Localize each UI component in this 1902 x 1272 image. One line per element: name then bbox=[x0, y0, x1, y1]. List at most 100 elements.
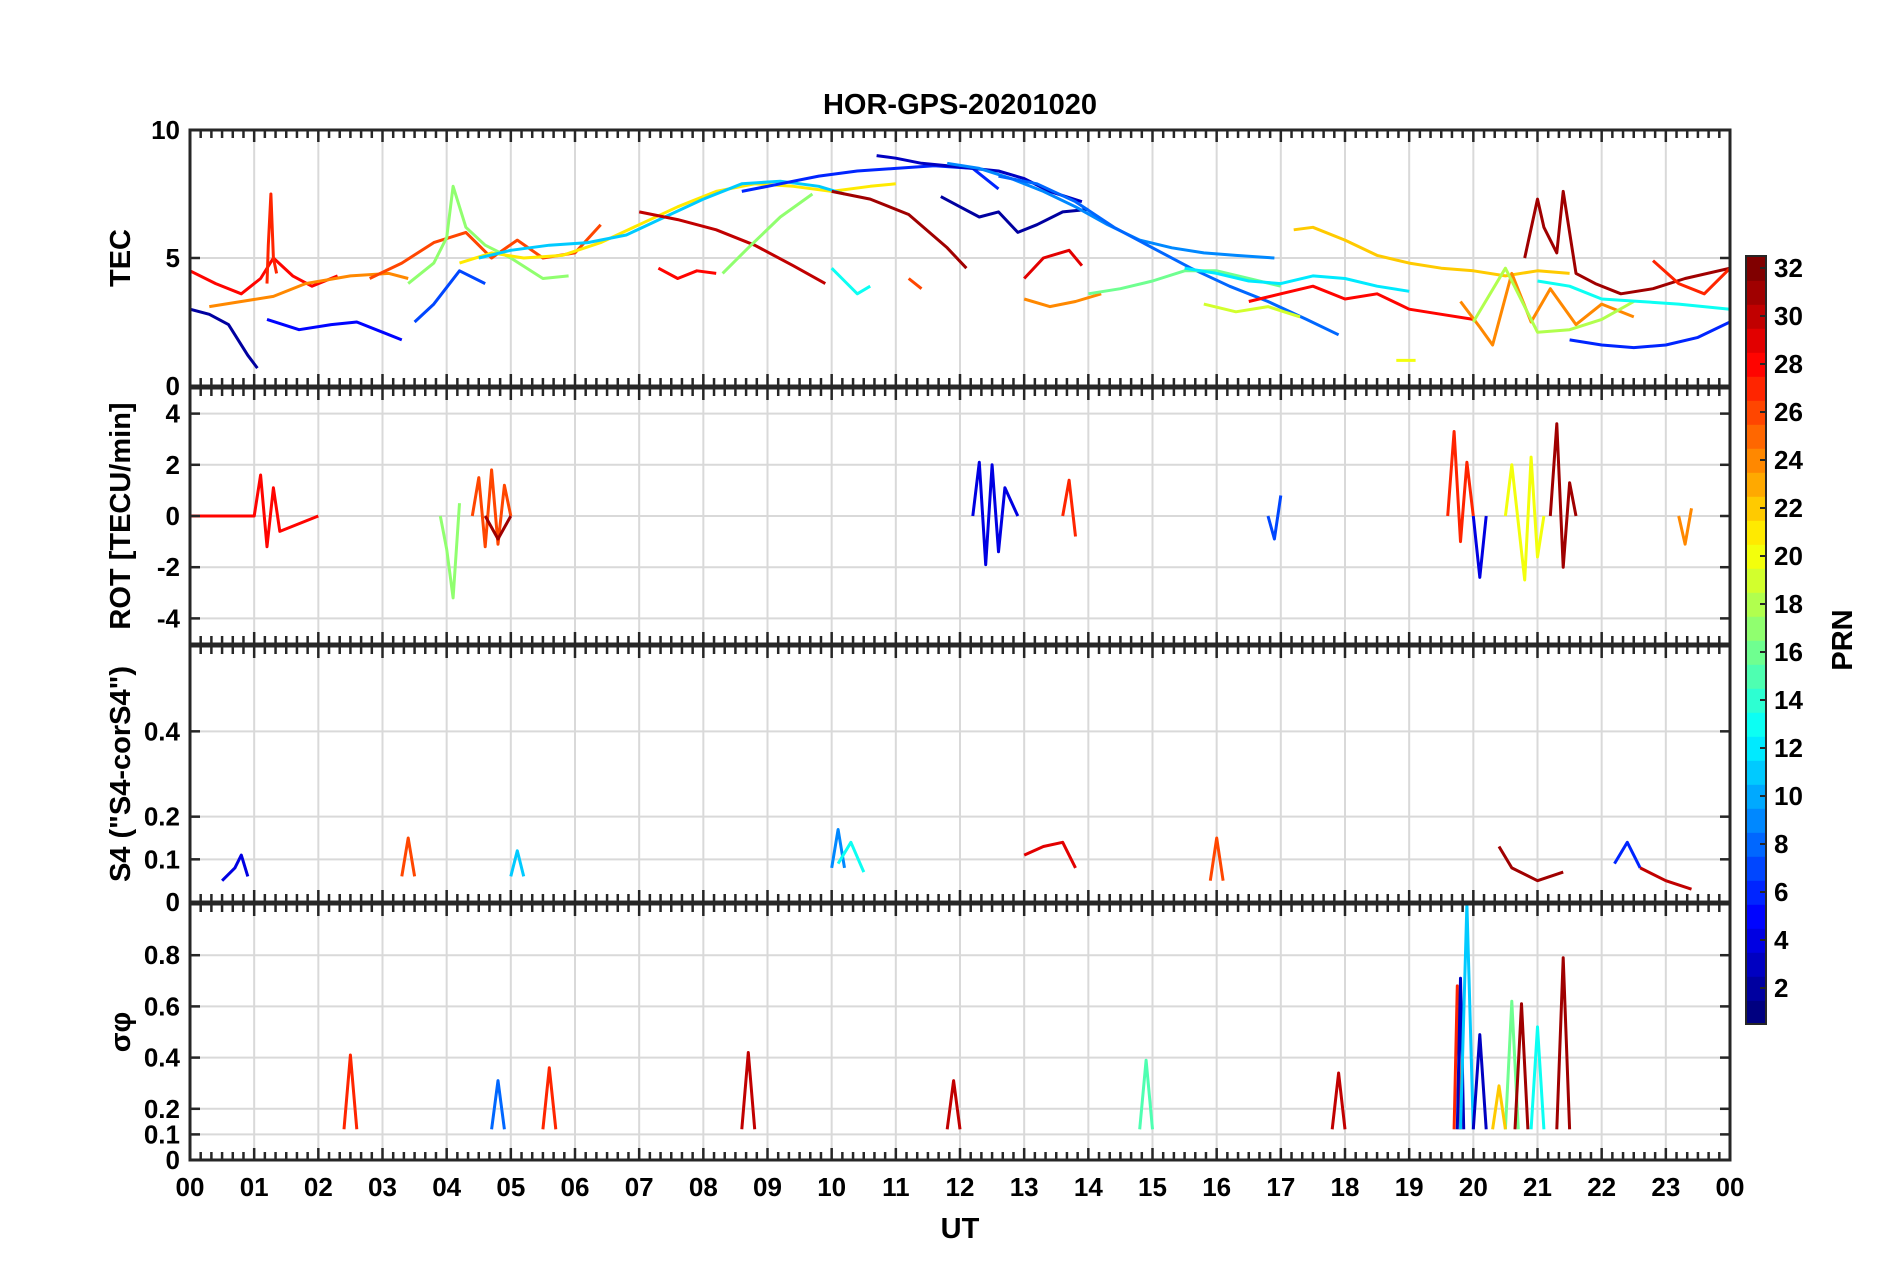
colorbar-segment bbox=[1746, 808, 1766, 833]
series-line-prn-7 bbox=[413, 269, 486, 324]
colorbar-segment bbox=[1746, 736, 1766, 761]
colorbar-label: PRN bbox=[1827, 609, 1859, 670]
series-line-prn-13 bbox=[836, 840, 866, 873]
x-tick-label: 18 bbox=[1331, 1172, 1360, 1202]
series-line-prn-31 bbox=[1497, 845, 1564, 883]
series-line-prn-6 bbox=[1569, 320, 1730, 350]
colorbar-tick-label: 18 bbox=[1774, 589, 1803, 619]
colorbar-tick-label: 10 bbox=[1774, 781, 1803, 811]
panel-2: -4 -2 0 2 4 ROT [TECU/min] bbox=[105, 386, 1732, 646]
series-line-prn-20 bbox=[1503, 455, 1546, 582]
x-tick-label: 04 bbox=[432, 1172, 461, 1202]
series-group bbox=[190, 422, 1693, 600]
series-line-prn-30 bbox=[638, 210, 827, 285]
y-tick-label: 0.8 bbox=[144, 940, 180, 970]
x-tick-label: 12 bbox=[946, 1172, 975, 1202]
series-line-prn-30 bbox=[740, 1051, 757, 1130]
colorbar-tick-label: 12 bbox=[1774, 733, 1803, 763]
series-line-prn-27 bbox=[342, 1053, 359, 1130]
colorbar-tick-label: 26 bbox=[1774, 397, 1803, 427]
colorbar-segment bbox=[1746, 520, 1766, 545]
x-tick-label: 17 bbox=[1266, 1172, 1295, 1202]
y-tick-label: 0 bbox=[166, 501, 180, 531]
series-line-prn-27 bbox=[541, 1066, 558, 1130]
series-line-prn-24 bbox=[209, 271, 409, 309]
colorbar-tick-label: 22 bbox=[1774, 493, 1803, 523]
series-line-prn-29 bbox=[1023, 248, 1084, 280]
y-tick-label: 10 bbox=[151, 115, 180, 145]
y-tick-label: 0 bbox=[166, 371, 180, 401]
colorbar-segment bbox=[1746, 400, 1766, 425]
series-line-prn-11 bbox=[509, 849, 526, 877]
series-line-prn-4 bbox=[1471, 515, 1488, 579]
series-line-prn-5 bbox=[266, 317, 403, 342]
y-tick-label: 0.4 bbox=[144, 716, 181, 746]
colorbar-tick-label: 32 bbox=[1774, 253, 1803, 283]
colorbar-segment bbox=[1746, 592, 1766, 617]
minor-ticks bbox=[188, 904, 1732, 1160]
colorbar-segment bbox=[1746, 856, 1766, 881]
y-tick-label: 0 bbox=[166, 1145, 180, 1175]
x-tick-label: 16 bbox=[1202, 1172, 1231, 1202]
series-line-prn-2 bbox=[940, 195, 1089, 234]
x-tick-label: 13 bbox=[1010, 1172, 1039, 1202]
minor-ticks bbox=[188, 130, 1732, 386]
y-tick-label: 0 bbox=[166, 887, 180, 917]
y-tick-label: 2 bbox=[166, 450, 180, 480]
series-line-prn-27 bbox=[1651, 259, 1730, 296]
colorbar-tick-label: 14 bbox=[1774, 685, 1803, 715]
series-line-prn-2 bbox=[190, 307, 259, 370]
colorbar-tick-label: 8 bbox=[1774, 829, 1788, 859]
series-line-prn-26 bbox=[907, 277, 923, 290]
y-tick-label: 0.4 bbox=[144, 1043, 181, 1073]
x-tick-label: 21 bbox=[1523, 1172, 1552, 1202]
x-tick-label: 07 bbox=[625, 1172, 654, 1202]
colorbar-tick-label: 4 bbox=[1774, 925, 1789, 955]
series-line-prn-19 bbox=[1203, 302, 1301, 319]
x-tick-label: 03 bbox=[368, 1172, 397, 1202]
series-line-prn-31 bbox=[1523, 189, 1730, 296]
x-tick-label: 02 bbox=[304, 1172, 333, 1202]
series-line-prn-16 bbox=[1088, 269, 1282, 296]
series-line-prn-17 bbox=[407, 184, 569, 285]
series-line-prn-7 bbox=[1266, 495, 1283, 541]
colorbar-segment bbox=[1746, 352, 1766, 377]
x-tick-label: 10 bbox=[817, 1172, 846, 1202]
series-line-prn-17 bbox=[438, 503, 461, 600]
colorbar-segment bbox=[1746, 376, 1766, 401]
series-line-prn-15 bbox=[1138, 1058, 1154, 1130]
y-axis-label: ROT [TECU/min] bbox=[105, 402, 137, 629]
colorbar-segment bbox=[1746, 832, 1766, 857]
series-line-prn-31 bbox=[483, 515, 513, 541]
series-line-prn-26 bbox=[1208, 836, 1225, 881]
series-line-prn-6 bbox=[1613, 840, 1642, 869]
colorbar-segment bbox=[1746, 424, 1766, 449]
series-line-prn-30 bbox=[1330, 1071, 1347, 1130]
x-tick-label: 08 bbox=[689, 1172, 718, 1202]
colorbar-segment bbox=[1746, 712, 1766, 737]
series-line-prn-22 bbox=[1491, 1084, 1507, 1130]
series-line-prn-26 bbox=[470, 468, 513, 549]
y-tick-label: 0.1 bbox=[144, 1119, 180, 1149]
series-line-prn-3 bbox=[1471, 1033, 1488, 1130]
y-tick-label: 0.1 bbox=[144, 844, 180, 874]
series-line-prn-30 bbox=[1639, 866, 1692, 891]
series-line-prn-28 bbox=[1248, 284, 1474, 321]
series-line-prn-12 bbox=[1184, 266, 1410, 293]
series-line-prn-4 bbox=[221, 853, 250, 882]
series-line-prn-13 bbox=[1529, 1025, 1546, 1130]
series-line-prn-30 bbox=[945, 1079, 962, 1130]
series-line-prn-31 bbox=[1555, 956, 1572, 1130]
colorbar-frame bbox=[1745, 255, 1767, 1025]
series-line-prn-31 bbox=[1513, 1002, 1530, 1130]
series-line-prn-24 bbox=[1677, 508, 1693, 546]
colorbar-segment bbox=[1746, 880, 1766, 905]
y-axis-label: S4 ("S4-corS4") bbox=[105, 666, 137, 882]
y-tick-label: -2 bbox=[157, 552, 180, 582]
series-group bbox=[342, 904, 1572, 1130]
x-tick-label: 14 bbox=[1074, 1172, 1103, 1202]
colorbar-tick-label: 30 bbox=[1774, 301, 1803, 331]
